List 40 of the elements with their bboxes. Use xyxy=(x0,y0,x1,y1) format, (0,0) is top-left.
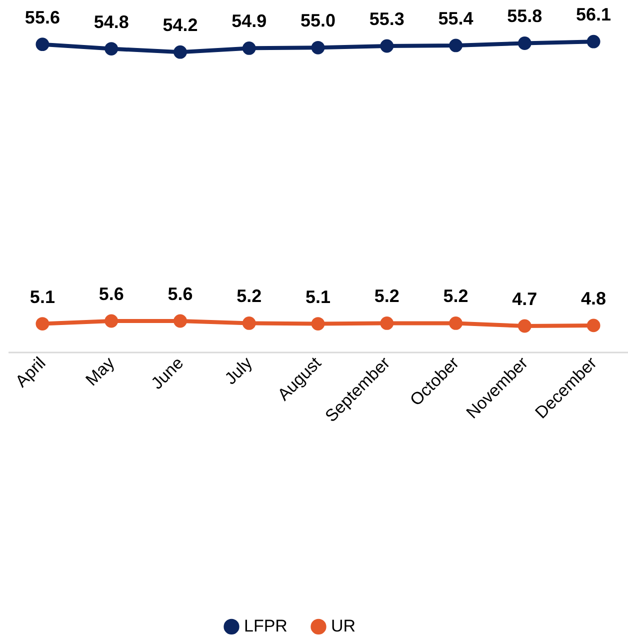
legend-label: LFPR xyxy=(244,616,288,636)
point xyxy=(518,319,532,333)
x-tick-label: July xyxy=(221,353,256,388)
data-label: 55.0 xyxy=(300,10,336,31)
data-label: 56.1 xyxy=(576,4,612,25)
point xyxy=(586,34,600,48)
data-label: 5.6 xyxy=(98,284,124,304)
point xyxy=(518,36,532,50)
point xyxy=(36,38,50,52)
point xyxy=(104,314,118,328)
data-label: 5.6 xyxy=(168,284,193,304)
point xyxy=(311,40,325,54)
point xyxy=(449,38,462,52)
point xyxy=(449,316,462,330)
data-label: 5.2 xyxy=(443,286,468,306)
data-label: 54.8 xyxy=(94,12,129,32)
x-tick-label: May xyxy=(82,353,119,390)
point xyxy=(174,45,187,59)
point xyxy=(36,317,50,330)
point xyxy=(174,314,187,328)
data-label: 5.2 xyxy=(374,286,400,306)
data-label: 5.2 xyxy=(236,286,262,306)
data-label: 55.8 xyxy=(507,6,542,26)
point xyxy=(311,317,325,330)
point xyxy=(586,318,600,332)
data-label: 55.4 xyxy=(438,8,474,28)
point xyxy=(380,39,394,53)
point xyxy=(242,316,256,330)
data-label: 5.1 xyxy=(30,286,55,307)
data-label: 54.2 xyxy=(162,15,198,36)
point xyxy=(380,316,394,330)
point xyxy=(104,42,118,56)
data-label: 4.8 xyxy=(581,288,606,308)
point xyxy=(242,42,256,55)
data-label: 5.1 xyxy=(305,286,331,307)
data-label: 55.3 xyxy=(369,9,404,30)
data-label: 54.9 xyxy=(232,11,267,32)
data-label: 55.6 xyxy=(24,7,60,28)
data-label: 4.7 xyxy=(512,288,538,309)
legend-label: UR xyxy=(331,616,356,636)
